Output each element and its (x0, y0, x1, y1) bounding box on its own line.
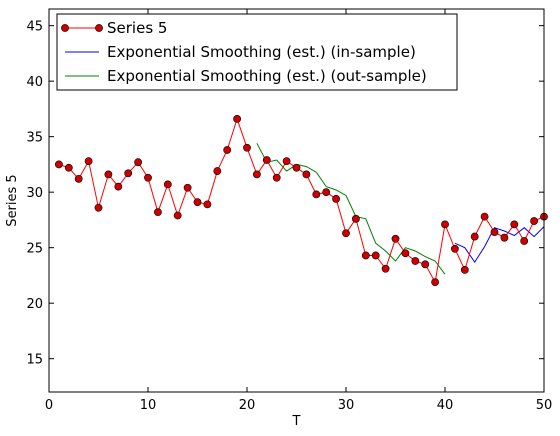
data-point (401, 249, 410, 258)
legend-label: Series 5 (107, 19, 167, 37)
data-point (84, 157, 93, 165)
series-layer (55, 115, 548, 286)
data-point (460, 265, 469, 274)
data-point (282, 157, 291, 165)
x-tick-label: 10 (140, 398, 157, 413)
data-point (64, 163, 73, 172)
series-line (256, 143, 446, 275)
data-point (262, 156, 271, 164)
data-point (411, 257, 420, 265)
data-point (124, 169, 133, 178)
data-point (510, 220, 519, 229)
data-point (421, 260, 430, 269)
data-point (94, 203, 103, 212)
data-point (351, 214, 360, 223)
data-point (361, 251, 370, 260)
data-point (223, 146, 232, 154)
x-tick-label: 40 (437, 398, 454, 413)
y-tick-label: 15 (26, 353, 43, 368)
data-point (470, 232, 479, 241)
legend-box (56, 13, 458, 91)
legend-label: Exponential Smoothing (est.) (out-sample… (107, 67, 427, 85)
data-point (193, 198, 202, 207)
data-point (252, 170, 261, 179)
data-point (55, 160, 63, 169)
data-point (144, 173, 152, 182)
data-point (322, 188, 331, 197)
x-tick-label: 20 (239, 398, 256, 413)
data-point (342, 229, 350, 238)
data-point (292, 163, 301, 172)
legend-marker (95, 24, 103, 32)
y-tick-label: 45 (26, 20, 43, 35)
data-point (450, 244, 459, 253)
data-point (213, 167, 222, 175)
y-axis-label: Series 5 (5, 174, 20, 226)
data-point (500, 233, 509, 242)
data-point (203, 200, 212, 209)
y-tick-label: 40 (26, 75, 43, 90)
data-point (520, 237, 529, 245)
x-tick-label: 0 (45, 398, 53, 413)
data-point (441, 220, 449, 229)
data-point (391, 234, 400, 243)
y-tick-label: 30 (26, 186, 43, 201)
data-point (173, 211, 182, 220)
data-point (233, 115, 241, 123)
x-axis-label: T (292, 414, 301, 429)
plot-frame (48, 8, 545, 393)
data-point (530, 217, 538, 225)
data-point (381, 264, 390, 273)
data-point (134, 158, 142, 167)
data-point (490, 228, 499, 237)
data-point (431, 278, 439, 286)
y-tick-label: 20 (26, 297, 43, 312)
ticks-layer: 0 10 20 30 40 50 15 20 25 30 35 40 45 (26, 9, 552, 413)
data-point (114, 182, 123, 191)
x-tick-label: 50 (536, 398, 553, 413)
data-point (371, 251, 380, 260)
x-tick-label: 30 (338, 398, 355, 413)
data-point (74, 174, 83, 183)
data-point (243, 143, 251, 152)
data-point (163, 180, 172, 189)
y-tick-label: 35 (26, 131, 43, 146)
data-point (302, 170, 311, 179)
legend-marker (61, 24, 69, 32)
data-point (153, 208, 162, 217)
data-point (480, 212, 489, 221)
legend: Series 5 Exponential Smoothing (est.) (in… (56, 13, 458, 91)
data-point (332, 194, 340, 203)
data-point (272, 173, 281, 182)
data-point (104, 170, 113, 179)
data-point (312, 190, 321, 199)
legend-label: Exponential Smoothing (est.) (in-sample) (107, 43, 416, 61)
data-point (183, 183, 192, 192)
y-tick-label: 25 (26, 242, 43, 257)
